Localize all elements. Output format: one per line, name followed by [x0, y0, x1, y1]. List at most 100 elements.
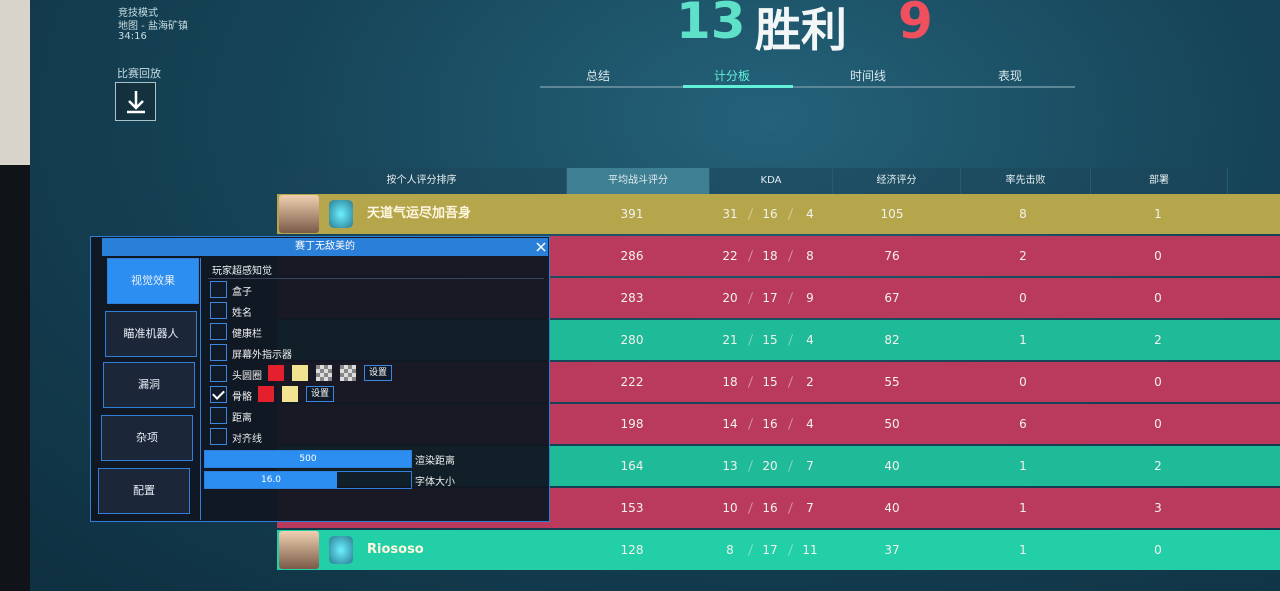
- tab[interactable]: 表现: [997, 69, 1022, 83]
- section-title: 玩家超感知觉: [212, 266, 272, 277]
- first-value: 6: [1019, 417, 1027, 431]
- score-value: 153: [620, 501, 644, 515]
- menu-button[interactable]: 漏洞: [103, 362, 195, 408]
- duration: 34:16: [118, 31, 147, 42]
- menu-button[interactable]: 配置: [98, 468, 190, 514]
- checkbox[interactable]: [210, 365, 227, 382]
- kda-d: 15: [762, 375, 778, 389]
- kda-k: 8: [726, 543, 734, 557]
- kda-separator: [787, 292, 794, 304]
- column-header: KDA: [710, 168, 833, 194]
- slider[interactable]: 16.0: [204, 471, 412, 489]
- color-swatch[interactable]: [268, 365, 284, 381]
- checkbox[interactable]: [210, 407, 227, 424]
- kda-d: 16: [762, 207, 778, 221]
- score-value: 128: [620, 543, 644, 557]
- checkbox[interactable]: [210, 386, 227, 403]
- color-swatch[interactable]: [282, 386, 298, 402]
- kda-k: 22: [722, 249, 738, 263]
- checkbox[interactable]: [210, 344, 227, 361]
- wall: [0, 0, 30, 165]
- option-label: 对齐线: [232, 434, 262, 445]
- slider-value: 500: [205, 451, 411, 467]
- settings-button[interactable]: 设置: [364, 365, 393, 381]
- plant-value: 0: [1154, 249, 1162, 263]
- slider[interactable]: 500: [204, 450, 412, 468]
- checkbox[interactable]: [210, 323, 227, 340]
- option: 健康栏: [210, 323, 540, 341]
- option: 对齐线: [210, 428, 540, 446]
- option: 头圆圈 设置: [210, 365, 540, 383]
- settings-button[interactable]: 设置: [306, 386, 335, 402]
- option-label: 健康栏: [232, 329, 262, 340]
- checkbox[interactable]: [210, 428, 227, 445]
- kda-d: 20: [762, 459, 778, 473]
- plant-value: 0: [1154, 417, 1162, 431]
- overlay-title: 赛丁无敌美的: [102, 238, 548, 256]
- score-right: 9: [898, 0, 933, 50]
- checkbox[interactable]: [210, 302, 227, 319]
- kda-separator: [787, 334, 794, 346]
- score-value: 280: [620, 333, 644, 347]
- color-swatch[interactable]: [292, 365, 308, 381]
- option: 骨骼 设置: [210, 386, 540, 404]
- replay-label: 比赛回放: [117, 67, 161, 80]
- tab-indicator: [683, 85, 793, 88]
- tab[interactable]: 计分板: [713, 69, 750, 83]
- option: 距离: [210, 407, 540, 425]
- kda-separator: [747, 376, 754, 388]
- kda-separator: [787, 544, 794, 556]
- menu-button[interactable]: 视觉效果: [107, 258, 199, 304]
- menu-button[interactable]: 杂项: [101, 415, 193, 461]
- close-button[interactable]: [536, 242, 546, 252]
- tab-line: [540, 86, 1075, 88]
- kda-d: 15: [762, 333, 778, 347]
- menu-button[interactable]: 瞄准机器人: [105, 311, 197, 357]
- color-swatch[interactable]: [258, 386, 274, 402]
- download-button[interactable]: [115, 82, 157, 122]
- option-label: 屏幕外指示器: [232, 350, 292, 361]
- score-value: 283: [620, 291, 644, 305]
- column-header[interactable]: 按个人评分排序: [277, 168, 567, 194]
- checker-swatch[interactable]: [340, 365, 356, 381]
- kda-d: 16: [762, 501, 778, 515]
- kda-k: 20: [722, 291, 738, 305]
- checkbox[interactable]: [210, 281, 227, 298]
- tab[interactable]: 总结: [585, 69, 610, 83]
- kda-a: 7: [806, 501, 814, 515]
- plant-value: 0: [1154, 375, 1162, 389]
- slider-value: 16.0: [205, 472, 337, 488]
- plant-value: 0: [1154, 291, 1162, 305]
- plant-value: 3: [1154, 501, 1162, 515]
- slider-label: 字体大小: [415, 477, 455, 488]
- kda-k: 14: [722, 417, 738, 431]
- option-label: 骨骼: [232, 392, 252, 403]
- overlay-content: [200, 258, 549, 520]
- first-value: 0: [1019, 375, 1027, 389]
- kda-a: 4: [806, 417, 814, 431]
- kda-k: 18: [722, 375, 738, 389]
- checker-swatch[interactable]: [316, 365, 332, 381]
- econ-value: 55: [884, 375, 900, 389]
- kda-separator: [787, 418, 794, 430]
- kda-k: 13: [722, 459, 738, 473]
- player-row: 天道气运尽加吾身 391 105 8 1 31 16 4: [277, 194, 1280, 234]
- kda-separator: [787, 250, 794, 262]
- score-value: 164: [620, 459, 644, 473]
- kda-separator: [787, 502, 794, 514]
- score-left: 13: [676, 0, 746, 50]
- agent-icon: [329, 536, 353, 564]
- option: 屏幕外指示器: [210, 344, 540, 362]
- econ-value: 67: [884, 291, 900, 305]
- agent-icon: [329, 200, 353, 228]
- econ-value: 40: [884, 459, 900, 473]
- avatar: [279, 531, 319, 569]
- tab[interactable]: 时间线: [849, 69, 886, 83]
- kda-separator: [747, 544, 754, 556]
- kda-d: 18: [762, 249, 778, 263]
- kda-a: 4: [806, 207, 814, 221]
- first-value: 1: [1019, 543, 1027, 557]
- kda-separator: [747, 208, 754, 220]
- kda-separator: [747, 334, 754, 346]
